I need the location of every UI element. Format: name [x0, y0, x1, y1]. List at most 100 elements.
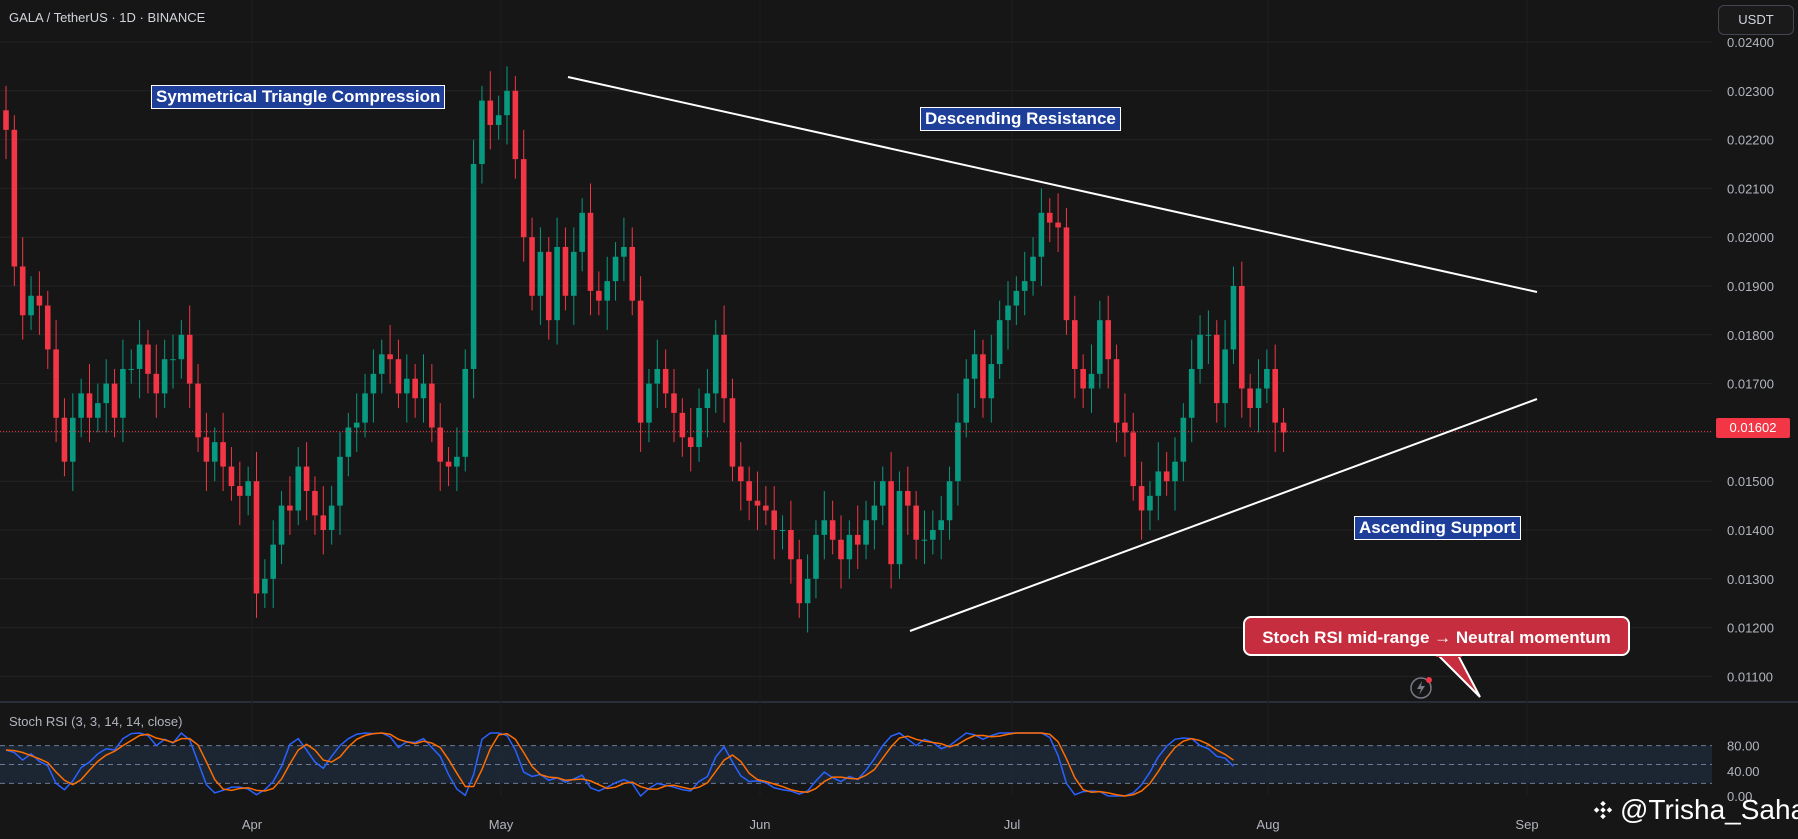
candle-body	[454, 456, 460, 467]
candle-body	[704, 393, 711, 408]
candle-body	[1097, 320, 1103, 374]
candle-body	[746, 481, 752, 501]
candle-body	[1113, 359, 1120, 423]
candle-body	[320, 515, 327, 530]
watermark: @Trisha_Saha	[1592, 794, 1798, 826]
candle-body	[420, 383, 427, 399]
candle-body	[220, 442, 226, 467]
candle-body	[61, 417, 68, 462]
candle-body	[629, 246, 636, 301]
watermark-text: @Trisha_Saha	[1620, 794, 1798, 825]
candle-body	[804, 578, 811, 604]
lightning-icon[interactable]	[1409, 676, 1433, 700]
candle-body	[545, 251, 552, 321]
candle-body	[587, 212, 594, 291]
candle-body	[19, 266, 26, 316]
candle-body	[303, 466, 310, 491]
candle-body	[479, 100, 485, 164]
triangle-label: Symmetrical Triangle Compression	[151, 85, 446, 109]
candle-body	[270, 544, 276, 579]
candle-body	[1239, 286, 1245, 389]
candle-body	[370, 373, 377, 394]
candle-body	[1080, 368, 1086, 389]
candle-body	[337, 456, 343, 506]
candle-body	[195, 383, 201, 438]
candle-body	[1213, 334, 1220, 404]
y-tick-label: 0.02300	[1727, 84, 1774, 99]
candle-body	[879, 481, 886, 506]
candle-body	[1046, 212, 1053, 223]
candle-body	[738, 466, 744, 482]
descending-resistance-line	[567, 76, 1538, 293]
candle-body	[345, 427, 352, 457]
candle-body	[1038, 212, 1045, 257]
candle-body	[996, 320, 1003, 365]
candle-body	[671, 393, 677, 413]
candle-body	[44, 305, 51, 350]
candle-body	[930, 530, 936, 540]
candle-body	[186, 334, 193, 384]
candle-body	[445, 461, 452, 467]
candle-body	[696, 408, 702, 448]
candle-body	[353, 422, 360, 428]
candle-body	[721, 334, 727, 399]
x-tick-label: May	[489, 817, 514, 832]
candle-body	[429, 383, 435, 428]
candle-body	[554, 246, 560, 321]
candle-body	[1122, 422, 1128, 433]
candle-body	[813, 534, 819, 579]
candle-body	[412, 378, 418, 399]
candle-body	[854, 534, 861, 545]
candle-body	[679, 412, 686, 438]
candle-body	[621, 246, 627, 257]
candle-body	[763, 505, 769, 511]
ascending-support-line	[909, 398, 1538, 632]
candle-body	[980, 354, 986, 399]
candle-body	[278, 505, 285, 545]
candle-body	[604, 281, 610, 301]
candle-body	[871, 505, 878, 521]
y-tick-label: 0.01300	[1727, 572, 1774, 587]
candle-body	[938, 520, 944, 530]
current-price-tag: 0.01602	[1716, 418, 1790, 438]
candle-body	[287, 505, 293, 511]
candle-body	[161, 359, 168, 394]
candle-body	[520, 159, 527, 238]
candle-body	[53, 349, 59, 418]
x-tick-label: Jun	[750, 817, 771, 832]
y-tick-label: 0.01100	[1727, 669, 1773, 684]
y-tick-label: 0.02100	[1727, 181, 1774, 196]
candle-body	[788, 530, 794, 560]
candle-body	[1021, 281, 1028, 291]
currency-badge[interactable]: USDT	[1718, 5, 1794, 35]
stoch-d-line	[5, 732, 1234, 797]
stoch-y-tick: 80.00	[1727, 739, 1760, 754]
candle-body	[437, 427, 443, 462]
candle-body	[487, 100, 494, 125]
y-tick-label: 0.01800	[1727, 328, 1774, 343]
stoch-rsi-title[interactable]: Stoch RSI (3, 3, 14, 14, close)	[9, 714, 183, 729]
candle-body	[1063, 227, 1070, 321]
stoch-callout: Stoch RSI mid-range → Neutral momentum	[1243, 616, 1630, 656]
binance-logo-icon	[1593, 800, 1613, 820]
candle-body	[170, 359, 176, 361]
x-tick-label: Jul	[1004, 817, 1021, 832]
candle-body	[829, 520, 836, 540]
candle-body	[1147, 495, 1153, 511]
candle-body	[1272, 368, 1278, 423]
candle-body	[328, 505, 335, 530]
stoch-y-tick: 0.00	[1727, 789, 1752, 804]
candle-body	[1163, 471, 1170, 482]
candle-body	[245, 481, 251, 496]
candle-body	[295, 466, 302, 511]
candle-body	[211, 442, 218, 462]
symbol-title[interactable]: GALA / TetherUS · 1D · BINANCE	[9, 10, 206, 25]
candle-body	[3, 110, 9, 130]
candle-body	[712, 334, 719, 394]
candle-body	[145, 344, 151, 374]
candle-body	[662, 368, 669, 394]
candle-body	[1172, 461, 1178, 482]
y-tick-label: 0.02200	[1727, 133, 1774, 148]
candle-body	[596, 290, 602, 301]
